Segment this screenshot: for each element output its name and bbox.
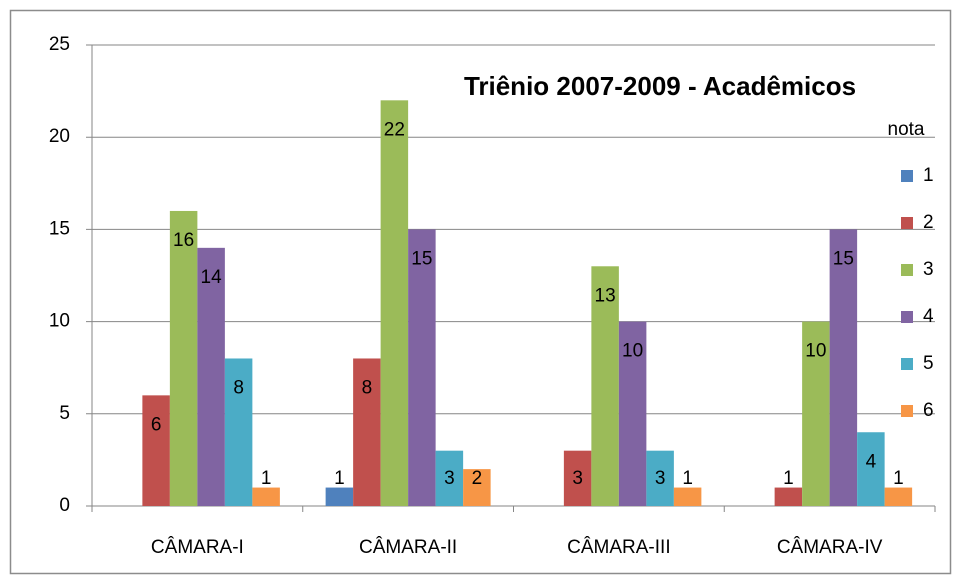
legend-swatch bbox=[901, 264, 913, 276]
data-label: 1 bbox=[334, 468, 345, 489]
data-label: 1 bbox=[893, 468, 904, 489]
bar bbox=[224, 358, 253, 506]
bar bbox=[142, 395, 170, 506]
legend-label: 6 bbox=[923, 400, 934, 421]
bar bbox=[435, 450, 464, 506]
bar bbox=[380, 100, 409, 506]
y-tick-label: 0 bbox=[59, 495, 70, 516]
legend-swatch bbox=[901, 311, 913, 323]
data-label: 1 bbox=[783, 468, 794, 489]
data-label: 4 bbox=[866, 451, 877, 472]
bar bbox=[353, 358, 381, 506]
legend-swatch bbox=[901, 170, 913, 182]
data-label: 6 bbox=[151, 414, 162, 435]
bar bbox=[884, 487, 913, 506]
bar bbox=[829, 229, 858, 506]
data-label: 14 bbox=[201, 267, 223, 288]
data-label: 1 bbox=[682, 468, 693, 489]
bar bbox=[169, 210, 198, 506]
legend-label: 2 bbox=[923, 212, 934, 233]
legend-label: 5 bbox=[923, 353, 934, 374]
y-tick-label: 25 bbox=[49, 34, 70, 55]
data-label: 2 bbox=[472, 468, 483, 489]
data-label: 16 bbox=[173, 230, 194, 251]
bar bbox=[646, 450, 674, 506]
legend-label: 4 bbox=[923, 306, 934, 327]
data-label: 10 bbox=[805, 341, 826, 362]
legend-title: nota bbox=[888, 119, 925, 140]
bar bbox=[325, 487, 354, 506]
x-tick-label: CÂMARA-I bbox=[151, 536, 244, 558]
legend-label: 1 bbox=[923, 165, 934, 186]
chart-title: Triênio 2007-2009 - Acadêmicos bbox=[464, 71, 856, 101]
legend-swatch bbox=[901, 405, 913, 417]
y-tick-label: 20 bbox=[49, 126, 70, 147]
y-tick-label: 15 bbox=[49, 218, 70, 239]
x-tick-label: CÂMARA-III bbox=[567, 536, 670, 558]
bar bbox=[197, 247, 225, 506]
y-tick-label: 10 bbox=[49, 311, 70, 332]
x-tick-label: CÂMARA-II bbox=[359, 536, 457, 558]
data-label: 13 bbox=[595, 285, 616, 306]
bar bbox=[252, 487, 280, 506]
bar bbox=[774, 487, 803, 506]
bar bbox=[618, 321, 647, 506]
data-label: 3 bbox=[655, 468, 666, 489]
bar bbox=[563, 450, 592, 506]
data-label: 22 bbox=[384, 119, 405, 140]
bar bbox=[463, 469, 491, 506]
legend-label: 3 bbox=[923, 259, 934, 280]
x-tick-label: CÂMARA-IV bbox=[777, 536, 883, 558]
y-tick-label: 5 bbox=[59, 403, 70, 424]
legend-swatch bbox=[901, 358, 913, 370]
data-label: 15 bbox=[411, 248, 432, 269]
bar bbox=[591, 266, 619, 506]
bar bbox=[673, 487, 702, 506]
bar bbox=[408, 229, 436, 506]
data-label: 10 bbox=[622, 341, 643, 362]
data-label: 8 bbox=[362, 377, 373, 398]
bar bbox=[857, 432, 885, 506]
data-label: 3 bbox=[444, 468, 455, 489]
legend-swatch bbox=[901, 217, 913, 229]
data-label: 1 bbox=[261, 468, 272, 489]
data-label: 3 bbox=[572, 468, 583, 489]
bar bbox=[802, 321, 830, 506]
data-label: 8 bbox=[233, 377, 244, 398]
data-label: 15 bbox=[833, 248, 854, 269]
